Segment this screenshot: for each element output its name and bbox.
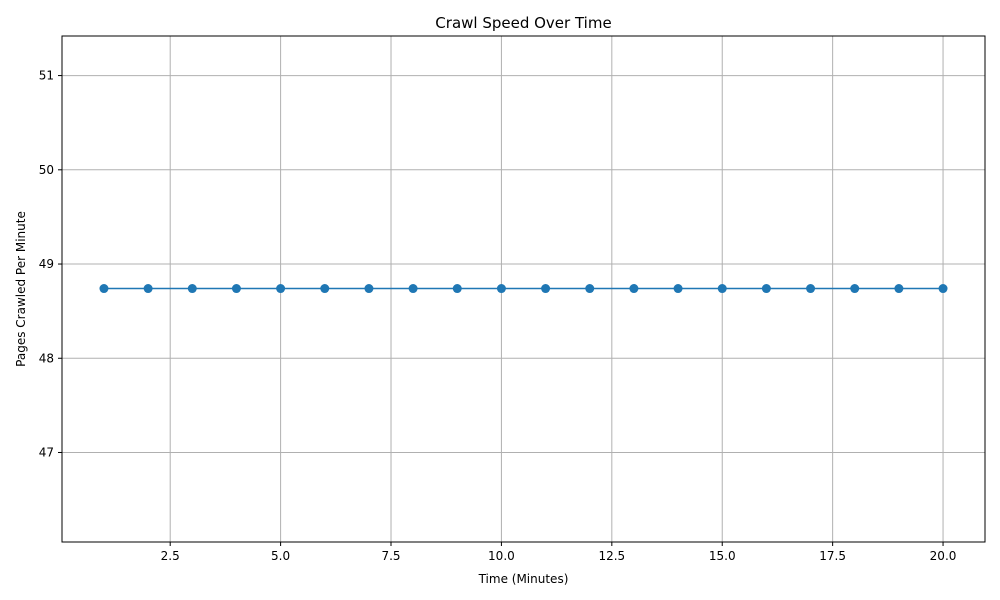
data-point	[187, 284, 197, 294]
plot-area	[99, 284, 948, 294]
data-point	[276, 284, 286, 294]
x-tick-label: 20.0	[930, 549, 957, 563]
x-tick-label: 17.5	[819, 549, 846, 563]
y-tick-label: 47	[39, 445, 54, 459]
y-tick-label: 51	[39, 69, 54, 83]
data-point	[541, 284, 551, 294]
data-point	[629, 284, 639, 294]
data-point	[452, 284, 462, 294]
data-point	[585, 284, 595, 294]
chart-title: Crawl Speed Over Time	[435, 14, 611, 32]
data-point	[496, 284, 506, 294]
plot-frame	[61, 35, 986, 543]
x-tick-label: 5.0	[271, 549, 290, 563]
data-point	[894, 284, 904, 294]
data-point	[408, 284, 418, 294]
data-point	[364, 284, 374, 294]
data-point	[143, 284, 153, 294]
data-point	[99, 284, 109, 294]
data-point	[850, 284, 860, 294]
y-tick-label: 49	[39, 257, 54, 271]
data-point	[717, 284, 727, 294]
x-tick-label: 15.0	[709, 549, 736, 563]
data-point	[806, 284, 816, 294]
ticks: 2.5 5.0 7.5 10.0 12.5 15.0 17.5 20.0 47 48 49 50 51	[39, 69, 957, 563]
data-point	[320, 284, 330, 294]
data-point	[673, 284, 683, 294]
x-tick-label: 2.5	[161, 549, 180, 563]
x-axis-label: Time (Minutes)	[478, 572, 569, 586]
x-tick-label: 12.5	[598, 549, 625, 563]
y-tick-label: 50	[39, 163, 54, 177]
x-tick-label: 7.5	[381, 549, 400, 563]
data-point	[761, 284, 771, 294]
x-tick-label: 10.0	[488, 549, 515, 563]
y-axis-label: Pages Crawled Per Minute	[14, 211, 28, 367]
y-tick-label: 48	[39, 351, 54, 365]
data-point	[231, 284, 241, 294]
data-point	[938, 284, 948, 294]
